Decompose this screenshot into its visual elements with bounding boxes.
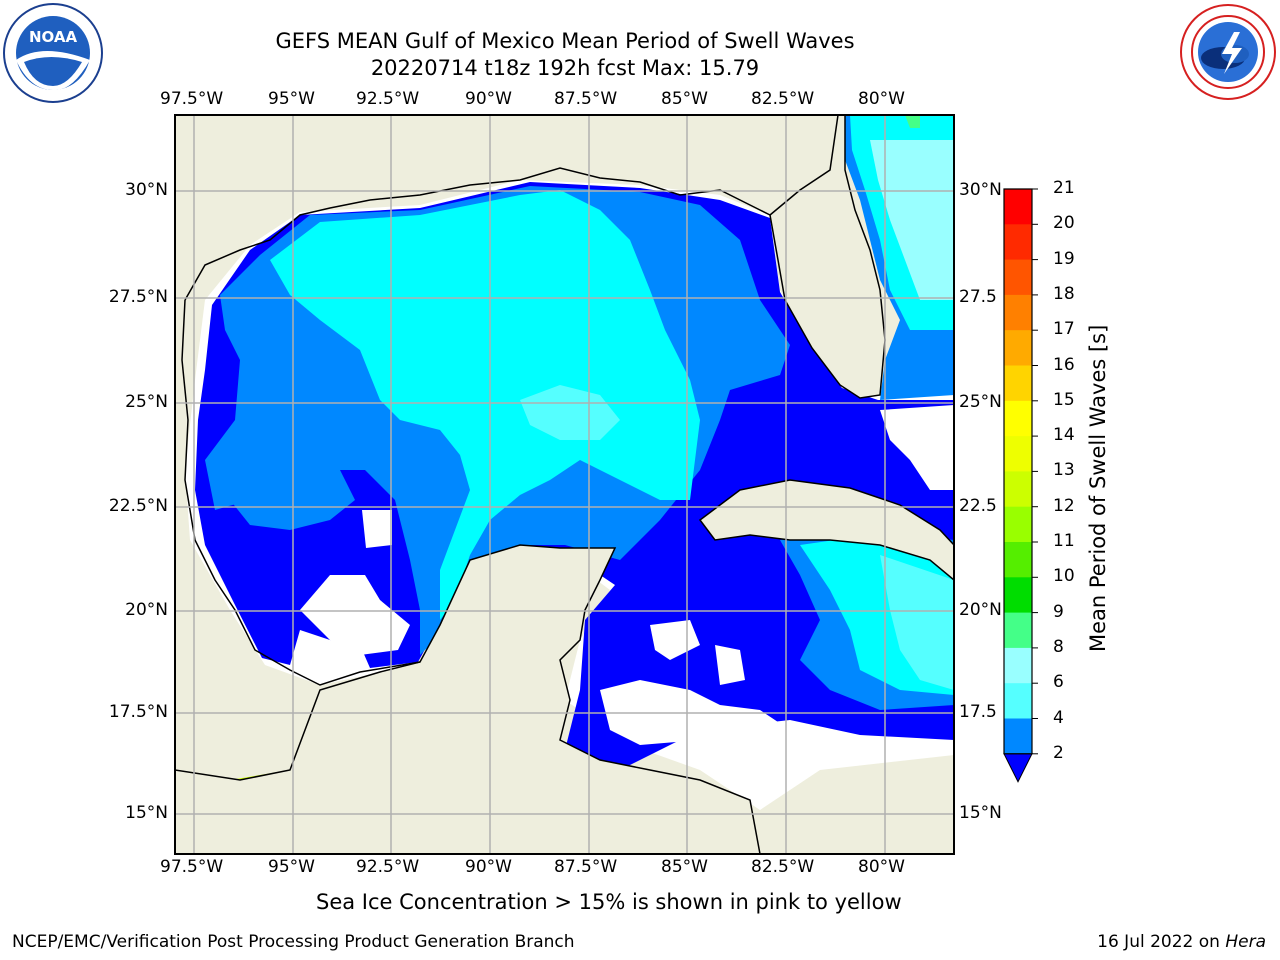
colorbar-segment bbox=[1004, 189, 1032, 225]
colorbar-segment bbox=[1004, 647, 1032, 684]
footer-credit: NCEP/EMC/Verification Post Processing Pr… bbox=[12, 932, 575, 952]
lat-label-left-2: 27.5°N bbox=[108, 287, 168, 307]
lon-label-bottom-3: 92.5°W bbox=[356, 857, 420, 877]
lon-label-bottom-4: 90°W bbox=[465, 857, 512, 877]
lat-label-right-4: 22.5 bbox=[959, 496, 997, 516]
title-line-1: GEFS MEAN Gulf of Mexico Mean Period of … bbox=[275, 29, 855, 53]
atlantic-band-8-9 bbox=[870, 140, 954, 300]
colorbar-tick-label: 12 bbox=[1053, 495, 1075, 516]
noaa-logo: NOAA bbox=[3, 3, 103, 103]
colorbar-segment bbox=[1004, 471, 1032, 508]
colorbar-segment bbox=[1004, 294, 1032, 331]
missing-patch-south-gulf bbox=[300, 575, 410, 655]
lon-label-bottom-7: 82.5°W bbox=[751, 857, 815, 877]
lat-label-left-5: 20°N bbox=[125, 600, 168, 620]
lat-label-left-6: 17.5°N bbox=[108, 702, 168, 722]
swell-band-8-9 bbox=[520, 385, 620, 440]
graticule bbox=[175, 115, 954, 854]
colorbar-segment bbox=[1004, 577, 1032, 614]
colorbar-label: Mean Period of Swell Waves [s] bbox=[1086, 324, 1110, 652]
colorbar-tick-label: 6 bbox=[1053, 672, 1064, 693]
map-title: GEFS MEAN Gulf of Mexico Mean Period of … bbox=[240, 28, 890, 82]
caribbean-band-8-9 bbox=[880, 555, 954, 690]
colorbar-extend-arrow bbox=[1003, 753, 1033, 783]
map-frame bbox=[174, 114, 955, 855]
mexico-gulf-coastline bbox=[181, 299, 421, 686]
florida-land bbox=[769, 115, 886, 399]
footer-date: 16 Jul 2022 on Hera bbox=[1097, 932, 1266, 952]
lon-label-top-5: 87.5°W bbox=[554, 89, 618, 109]
colorbar-tick-label: 4 bbox=[1053, 707, 1064, 728]
colorbar-tick-label: 8 bbox=[1053, 636, 1064, 657]
lat-label-right-1: 30°N bbox=[959, 180, 1002, 200]
yucatan-land bbox=[175, 544, 761, 854]
colorbar-tick-label: 14 bbox=[1053, 425, 1075, 446]
colorbar-segment bbox=[1004, 436, 1032, 472]
us-gulf-coastline bbox=[184, 167, 771, 301]
missing-patch-east bbox=[880, 405, 954, 490]
sea-ice-note: Sea Ice Concentration > 15% is shown in … bbox=[316, 890, 902, 914]
lon-label-top-1: 97.5°W bbox=[160, 89, 224, 109]
colorbar-tick-label: 13 bbox=[1053, 460, 1075, 481]
lat-label-left-7: 15°N bbox=[125, 803, 168, 823]
lon-label-bottom-6: 85°W bbox=[661, 857, 708, 877]
nws-logo bbox=[1180, 4, 1276, 100]
lon-label-bottom-2: 95°W bbox=[268, 857, 315, 877]
lon-label-bottom-5: 87.5°W bbox=[554, 857, 618, 877]
lat-label-left-1: 30°N bbox=[125, 180, 168, 200]
lat-label-right-3: 25°N bbox=[959, 392, 1002, 412]
colorbar-tick-label: 2 bbox=[1053, 742, 1064, 763]
cuba-land bbox=[698, 479, 954, 581]
missing-patch-yucatan-channel bbox=[362, 510, 392, 548]
lon-label-top-2: 95°W bbox=[268, 89, 315, 109]
colorbar bbox=[1003, 188, 1038, 783]
lon-label-top-8: 80°W bbox=[858, 89, 905, 109]
lon-label-top-4: 90°W bbox=[465, 89, 512, 109]
lat-label-right-2: 27.5 bbox=[959, 287, 997, 307]
atlantic-band-9-10 bbox=[905, 115, 920, 128]
colorbar-segment bbox=[1004, 330, 1032, 366]
colorbar-segment bbox=[1004, 506, 1032, 543]
colorbar-segment bbox=[1004, 542, 1032, 578]
colorbar-tick-label: 20 bbox=[1053, 213, 1075, 234]
svg-text:NOAA: NOAA bbox=[29, 28, 78, 46]
colorbar-tick-label: 16 bbox=[1053, 354, 1075, 375]
footer-host: Hera bbox=[1225, 932, 1266, 952]
colorbar-tick-label: 11 bbox=[1053, 531, 1075, 551]
colorbar-tick-label: 9 bbox=[1053, 601, 1064, 622]
colorbar-tick-label: 15 bbox=[1053, 389, 1075, 410]
lon-label-top-3: 92.5°W bbox=[356, 89, 420, 109]
colorbar-tick-label: 17 bbox=[1053, 319, 1075, 340]
footer-date-text: 16 Jul 2022 on bbox=[1097, 932, 1226, 952]
lat-label-left-3: 25°N bbox=[125, 392, 168, 412]
title-line-2: 20220714 t18z 192h fcst Max: 15.79 bbox=[370, 56, 760, 80]
lat-label-right-7: 15°N bbox=[959, 803, 1002, 823]
lon-label-top-6: 85°W bbox=[661, 89, 708, 109]
lat-label-right-6: 17.5 bbox=[959, 702, 997, 722]
lat-label-right-5: 20°N bbox=[959, 600, 1002, 620]
colorbar-segment bbox=[1004, 718, 1032, 755]
lon-label-bottom-1: 97.5°W bbox=[160, 857, 224, 877]
colorbar-tick-label: 18 bbox=[1053, 283, 1075, 304]
missing-patch-caribbean-3 bbox=[715, 645, 745, 685]
colorbar-tick-label: 10 bbox=[1053, 566, 1075, 587]
colorbar-tick-label: 21 bbox=[1053, 178, 1075, 198]
colorbar-tick-label: 19 bbox=[1053, 248, 1075, 269]
colorbar-segment bbox=[1004, 259, 1032, 296]
lon-label-top-7: 82.5°W bbox=[751, 89, 815, 109]
colorbar-segment bbox=[1004, 365, 1032, 402]
colorbar-segment bbox=[1004, 224, 1032, 261]
lon-label-bottom-8: 80°W bbox=[858, 857, 905, 877]
lat-label-left-4: 22.5°N bbox=[108, 496, 168, 516]
colorbar-segment bbox=[1004, 612, 1032, 649]
colorbar-segment bbox=[1004, 400, 1032, 437]
colorbar-segment bbox=[1004, 683, 1032, 719]
